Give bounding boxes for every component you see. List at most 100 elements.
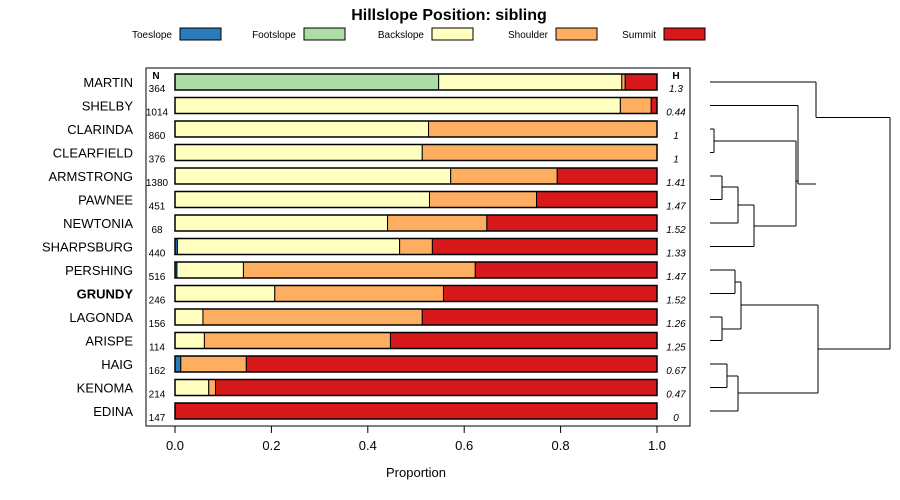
bar-segment-shoulder xyxy=(621,73,626,91)
bar-outline xyxy=(174,237,658,256)
bar-segment-summit xyxy=(214,379,658,396)
row-edina: EDINA 147 0 xyxy=(93,402,679,424)
row-h: 1.3 xyxy=(669,84,683,95)
row-h: 1 xyxy=(673,131,679,142)
row-n: 451 xyxy=(149,202,166,213)
bar-segment-summit xyxy=(474,261,658,279)
chart-title: Hillslope Position: sibling xyxy=(351,7,547,24)
row-pershing: PERSHING 516 1.47 xyxy=(65,261,686,283)
row-h: 1.26 xyxy=(666,319,686,330)
row-label: PAWNEE xyxy=(78,193,133,208)
bar-outline xyxy=(174,190,658,209)
bar-segment-summit xyxy=(431,238,658,255)
bar-outline xyxy=(174,284,658,303)
row-h: 1.52 xyxy=(666,296,686,307)
row-label: CLEARFIELD xyxy=(53,146,133,161)
row-n: 156 xyxy=(149,319,166,330)
row-label: KENOMA xyxy=(77,381,134,396)
bar-segment-backslope xyxy=(176,238,401,255)
bar-segment-shoulder xyxy=(208,379,216,396)
row-n: 1014 xyxy=(146,108,169,119)
legend-label-toeslope: Toeslope xyxy=(132,30,172,41)
bar-segment-shoulder xyxy=(450,167,558,185)
row-h: 0.47 xyxy=(666,390,686,401)
bar-outline xyxy=(174,355,658,373)
legend-swatch-toeslope xyxy=(179,27,222,41)
row-label: MARTIN xyxy=(83,75,133,90)
bar-segment-summit xyxy=(174,402,658,420)
bar-segment-shoulder xyxy=(428,120,658,138)
row-n: 860 xyxy=(149,131,166,142)
row-clearfield: CLEARFIELD 376 1 xyxy=(53,143,679,166)
bar-segment-summit xyxy=(486,214,658,232)
bar-segment-backslope xyxy=(174,97,621,114)
row-n: 147 xyxy=(149,413,166,424)
row-n: 364 xyxy=(149,84,166,95)
row-h: 1.25 xyxy=(666,343,686,354)
legend-label-footslope: Footslope xyxy=(252,30,296,41)
row-h: 1.47 xyxy=(666,272,686,283)
legend-label-shoulder: Shoulder xyxy=(508,30,549,41)
row-h: 1 xyxy=(673,155,679,166)
x-tick-label: 0.0 xyxy=(166,438,184,453)
bar-segment-summit xyxy=(442,285,658,302)
bar-segment-summit xyxy=(624,73,658,91)
bar-segment-backslope xyxy=(174,379,210,396)
bar-outline xyxy=(174,167,658,185)
row-newtonia: NEWTONIA 68 1.52 xyxy=(63,214,686,236)
bar-segment-shoulder xyxy=(203,332,391,349)
bar-segment-toeslope xyxy=(174,355,182,373)
bar-segment-backslope xyxy=(174,144,423,161)
row-haig: HAIG 162 0.67 xyxy=(101,355,686,377)
legend-swatch-footslope xyxy=(303,27,346,41)
row-h: 1.33 xyxy=(666,249,686,260)
row-h: 0.44 xyxy=(666,108,686,119)
bar-segment-backslope xyxy=(174,308,204,326)
row-label: CLARINDA xyxy=(67,122,133,137)
row-h: 0.67 xyxy=(666,366,686,377)
row-kenoma: KENOMA 214 0.47 xyxy=(77,378,686,401)
bar-outline xyxy=(174,261,658,279)
bar-segment-shoulder xyxy=(619,97,652,114)
row-sharpsburg: SHARPSBURG 440 1.33 xyxy=(42,237,686,260)
bar-segment-shoulder xyxy=(421,144,658,161)
legend-label-summit: Summit xyxy=(622,30,656,41)
bar-outline xyxy=(174,331,658,350)
bar-outline xyxy=(174,378,658,397)
row-label: SHELBY xyxy=(82,99,134,114)
legend-label-backslope: Backslope xyxy=(378,30,425,41)
row-h: 1.47 xyxy=(666,202,686,213)
row-pawnee: PAWNEE 451 1.47 xyxy=(78,190,686,213)
x-tick-label: 0.8 xyxy=(552,438,570,453)
bar-segment-summit xyxy=(650,97,658,114)
bar-segment-summit xyxy=(389,332,658,349)
bar-segment-backslope xyxy=(176,261,244,279)
row-armstrong: ARMSTRONG 1380 1.41 xyxy=(49,167,686,189)
bar-segment-shoulder xyxy=(428,191,537,208)
row-n: 246 xyxy=(149,296,166,307)
x-axis: 0.0 0.2 0.4 0.6 0.8 1.0 xyxy=(166,426,666,453)
legend-swatch-summit xyxy=(663,27,706,41)
bar-segment-shoulder xyxy=(202,308,423,326)
bar-segment-shoulder xyxy=(242,261,476,279)
row-label: EDINA xyxy=(93,404,133,419)
row-lagonda: LAGONDA 156 1.26 xyxy=(69,308,686,330)
x-tick-label: 0.2 xyxy=(262,438,280,453)
row-label: PERSHING xyxy=(65,263,133,278)
bar-outline xyxy=(174,143,658,162)
row-shelby: SHELBY 1014 0.44 xyxy=(82,96,686,119)
x-axis-label: Proportion xyxy=(386,465,446,480)
row-h: 1.52 xyxy=(666,225,686,236)
row-n: 440 xyxy=(149,249,166,260)
bar-segment-shoulder xyxy=(387,214,488,232)
row-label: NEWTONIA xyxy=(63,216,133,231)
row-label: ARMSTRONG xyxy=(49,169,134,184)
bar-segment-summit xyxy=(421,308,658,326)
row-label: HAIG xyxy=(101,357,133,372)
bar-segment-backslope xyxy=(174,120,430,138)
bar-outline xyxy=(174,96,658,115)
row-clarinda: CLARINDA 860 1 xyxy=(67,120,679,142)
bar-segment-backslope xyxy=(174,332,205,349)
bar-outline xyxy=(174,120,658,138)
